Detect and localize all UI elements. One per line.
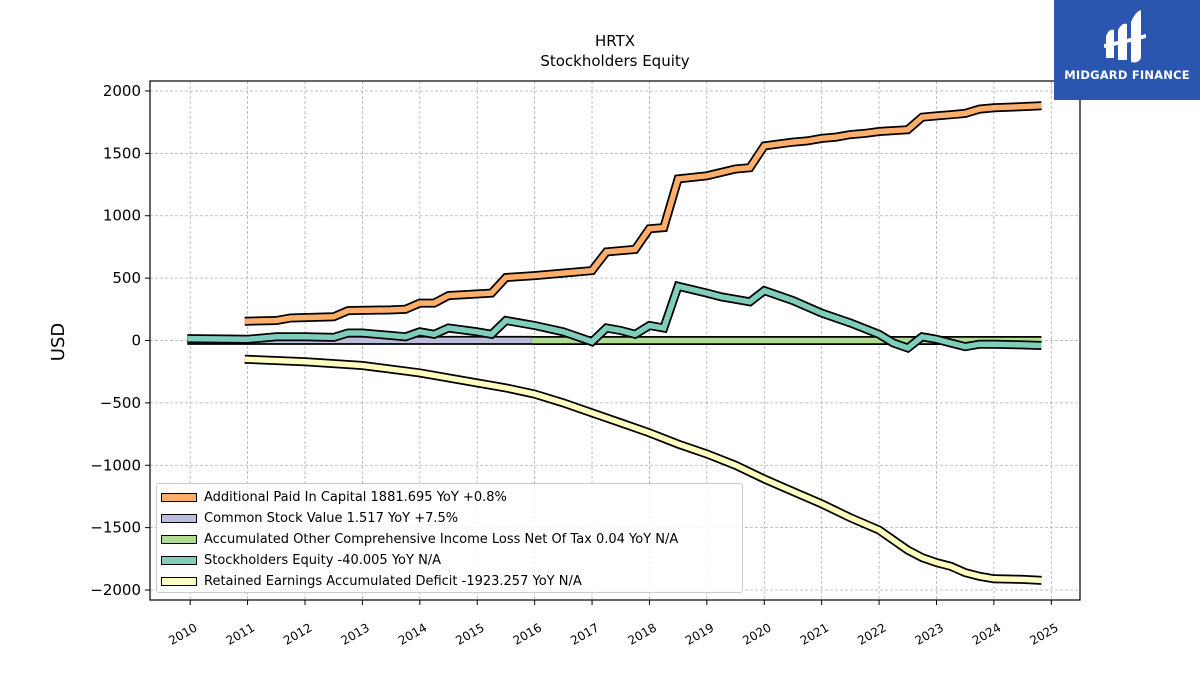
- chart-subtitle: Stockholders Equity: [540, 52, 690, 70]
- legend-item: Retained Earnings Accumulated Deficit -1…: [161, 571, 742, 592]
- series-line-additional-paid-in-capital: [244, 102, 1042, 324]
- x-tick-label: 2016: [511, 620, 544, 647]
- x-tick-label: 2014: [396, 620, 429, 647]
- chart-legend: Additional Paid In Capital 1881.695 YoY …: [156, 483, 743, 593]
- legend-item: Additional Paid In Capital 1881.695 YoY …: [161, 487, 742, 508]
- y-tick-label: 2000: [103, 82, 141, 100]
- legend-swatch: [161, 556, 197, 565]
- x-tick-label: 2022: [855, 620, 888, 647]
- y-tick-label: −500: [100, 394, 141, 412]
- y-tick-label: −1000: [90, 456, 141, 474]
- x-tick-label: 2021: [798, 620, 831, 647]
- legend-label: Accumulated Other Comprehensive Income L…: [204, 532, 679, 547]
- legend-swatch: [161, 514, 197, 523]
- y-tick-label: −1500: [90, 519, 141, 537]
- x-tick-label: 2020: [740, 620, 773, 647]
- x-tick-label: 2023: [913, 620, 946, 647]
- y-tick-label: 500: [112, 269, 141, 287]
- y-tick-label: 1500: [103, 144, 141, 162]
- series-line-retained-earnings-accumulated-deficit: [244, 356, 1042, 584]
- x-tick-label: 2013: [338, 620, 371, 647]
- series-outline-additional-paid-in-capital: [244, 101, 1042, 326]
- midgard-logo-icon: [1054, 0, 1200, 100]
- y-tick-label: 0: [131, 332, 141, 350]
- legend-label: Additional Paid In Capital 1881.695 YoY …: [204, 490, 507, 505]
- legend-swatch: [161, 535, 197, 544]
- x-tick-label: 2025: [1027, 620, 1060, 647]
- x-tick-label: 2012: [281, 620, 314, 647]
- x-tick-label: 2010: [166, 620, 199, 647]
- brand-logo: MIDGARD FINANCE: [1054, 0, 1200, 100]
- legend-swatch: [161, 493, 197, 502]
- x-tick-label: 2017: [568, 620, 601, 647]
- chart-title: HRTX: [594, 32, 636, 50]
- legend-label: Stockholders Equity -40.005 YoY N/A: [204, 553, 442, 568]
- legend-item: Accumulated Other Comprehensive Income L…: [161, 529, 742, 550]
- x-tick-label: 2018: [625, 620, 658, 647]
- legend-swatch: [161, 577, 197, 586]
- x-tick-label: 2015: [453, 620, 486, 647]
- y-tick-label: −2000: [90, 581, 141, 599]
- legend-label: Common Stock Value 1.517 YoY +7.5%: [204, 511, 459, 526]
- series-line-stockholders-equity: [187, 282, 1042, 352]
- legend-item: Stockholders Equity -40.005 YoY N/A: [161, 550, 742, 571]
- x-tick-label: 2024: [970, 620, 1003, 647]
- legend-label: Retained Earnings Accumulated Deficit -1…: [204, 574, 582, 589]
- x-tick-label: 2011: [224, 620, 257, 647]
- y-tick-label: 1000: [103, 207, 141, 225]
- legend-item: Common Stock Value 1.517 YoY +7.5%: [161, 508, 742, 529]
- brand-name: MIDGARD FINANCE: [1064, 68, 1190, 82]
- x-tick-label: 2019: [683, 620, 716, 647]
- y-axis-label: USD: [48, 323, 69, 361]
